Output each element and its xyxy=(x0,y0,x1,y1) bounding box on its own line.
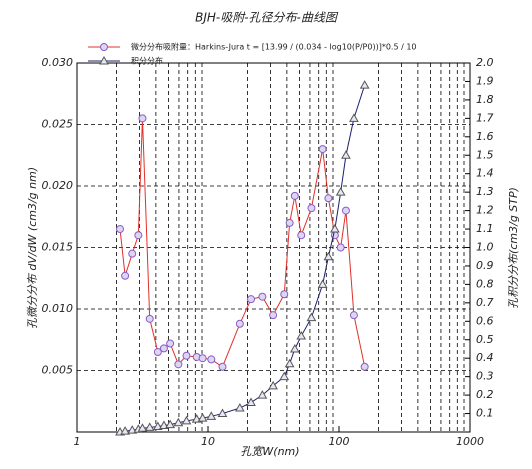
y2-tick-label: 1.1 xyxy=(476,222,494,235)
y-tick-label: 0.030 xyxy=(42,56,74,69)
data-point xyxy=(145,314,154,323)
data-point xyxy=(207,355,216,364)
data-point xyxy=(324,194,333,203)
chart-title: BJH-吸附-孔径分布-曲线图 xyxy=(195,11,339,25)
legend-label: 微分分布 xyxy=(131,42,163,52)
data-point xyxy=(137,423,148,432)
y2-tick-label: 0.5 xyxy=(476,333,494,346)
y2-tick-label: 1.3 xyxy=(476,185,494,198)
data-point xyxy=(341,150,351,159)
y2-tick-label: 1.5 xyxy=(476,148,494,161)
y2-tick-label: 1.8 xyxy=(476,93,494,106)
data-point xyxy=(153,348,162,357)
legend-marker xyxy=(100,43,108,51)
data-point xyxy=(128,249,137,258)
y2-tick-label: 1.7 xyxy=(476,111,494,124)
y2-tick-label: 1.2 xyxy=(476,204,494,217)
y2-tick-label: 0.7 xyxy=(476,296,494,309)
data-point xyxy=(257,390,268,399)
data-point xyxy=(166,339,175,348)
data-point xyxy=(285,218,294,227)
data-point xyxy=(121,271,130,280)
data-point xyxy=(138,114,147,123)
data-point xyxy=(174,360,183,369)
data-point xyxy=(116,225,125,234)
data-point xyxy=(336,243,345,252)
y2-tick-label: 1.4 xyxy=(476,167,494,180)
data-point xyxy=(197,413,208,422)
data-point xyxy=(317,279,328,288)
data-point xyxy=(159,420,169,430)
data-point xyxy=(120,426,130,435)
x-axis-label: 孔宽W(nm) xyxy=(240,445,299,458)
data-point xyxy=(206,411,217,420)
y2-tick-label: 0.9 xyxy=(476,259,494,272)
data-point xyxy=(360,362,369,371)
y2-tick-label: 0.8 xyxy=(476,277,494,290)
data-point xyxy=(269,311,278,320)
data-point xyxy=(217,408,228,418)
y2-tick-label: 0.4 xyxy=(476,351,494,364)
x-tick-label: 10 xyxy=(201,435,215,448)
data-point xyxy=(335,187,346,196)
y2-tick-label: 1.9 xyxy=(476,74,494,87)
data-point xyxy=(198,354,207,363)
data-point xyxy=(234,403,245,412)
data-point xyxy=(307,204,316,213)
x-tick-label: 1000 xyxy=(456,435,484,448)
data-point xyxy=(235,319,244,328)
data-point xyxy=(173,417,184,427)
y2-axis-label: 孔积分分布(cm3/g STP) xyxy=(507,187,520,309)
data-point xyxy=(349,113,359,122)
data-point xyxy=(159,344,168,353)
data-point xyxy=(268,380,278,390)
y-tick-label: 0.020 xyxy=(42,179,74,192)
y-tick-label: 0.015 xyxy=(42,241,74,254)
y-tick-label: 0.010 xyxy=(42,302,74,315)
y2-tick-label: 1.6 xyxy=(476,130,494,143)
data-point xyxy=(318,145,327,154)
y2-tick-label: 0.6 xyxy=(476,314,494,327)
data-point xyxy=(289,343,300,353)
y2-tick-label: 0.3 xyxy=(476,370,494,383)
annotation: 吸附量：Harkins-Jura t = [13.99 / (0.034 - l… xyxy=(163,42,417,52)
data-point xyxy=(258,292,267,301)
data-point xyxy=(144,422,155,431)
y2-tick-label: 2.0 xyxy=(476,56,494,69)
data-point xyxy=(296,331,307,340)
data-point xyxy=(247,295,256,304)
data-point xyxy=(279,371,290,381)
y-axis-label: 孔微分分布 dV/dW (cm3/g nm) xyxy=(26,167,39,329)
legend-label: 积分分布 xyxy=(131,56,163,66)
data-point xyxy=(218,362,227,371)
data-point xyxy=(297,231,306,240)
x-tick-label: 1 xyxy=(74,435,81,448)
legend-marker xyxy=(99,55,109,65)
y-tick-label: 0.025 xyxy=(42,118,74,131)
data-point xyxy=(134,231,143,240)
data-point xyxy=(181,415,192,425)
data-point xyxy=(165,419,175,429)
data-point xyxy=(323,251,334,261)
data-point xyxy=(341,206,350,215)
y-tick-label: 0.005 xyxy=(42,364,74,377)
data-point xyxy=(246,397,256,406)
data-point xyxy=(280,290,289,299)
y2-tick-label: 1.0 xyxy=(476,241,494,254)
data-point xyxy=(349,311,358,320)
data-point xyxy=(306,312,317,322)
data-point xyxy=(182,351,191,360)
data-point xyxy=(359,80,370,89)
y2-tick-label: 0.1 xyxy=(476,407,494,420)
data-point xyxy=(284,358,295,368)
data-point xyxy=(127,425,138,434)
x-tick-label: 100 xyxy=(329,435,350,448)
data-point xyxy=(330,224,340,233)
data-point xyxy=(152,421,163,430)
data-point xyxy=(290,191,299,200)
y2-tick-label: 0.2 xyxy=(476,388,494,401)
